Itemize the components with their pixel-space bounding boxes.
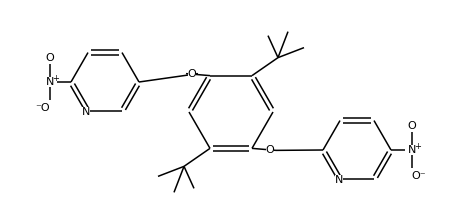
Text: N: N xyxy=(82,108,90,117)
Text: N: N xyxy=(46,77,54,87)
Text: N: N xyxy=(408,145,416,155)
Text: +: + xyxy=(53,73,60,82)
Text: +: + xyxy=(414,142,421,151)
Text: O: O xyxy=(46,53,55,63)
Text: O: O xyxy=(407,121,416,131)
Text: O⁻: O⁻ xyxy=(412,171,426,181)
Text: N: N xyxy=(335,175,343,185)
Text: ⁻O: ⁻O xyxy=(36,103,50,113)
Text: O: O xyxy=(266,145,274,155)
Text: O: O xyxy=(188,69,196,79)
